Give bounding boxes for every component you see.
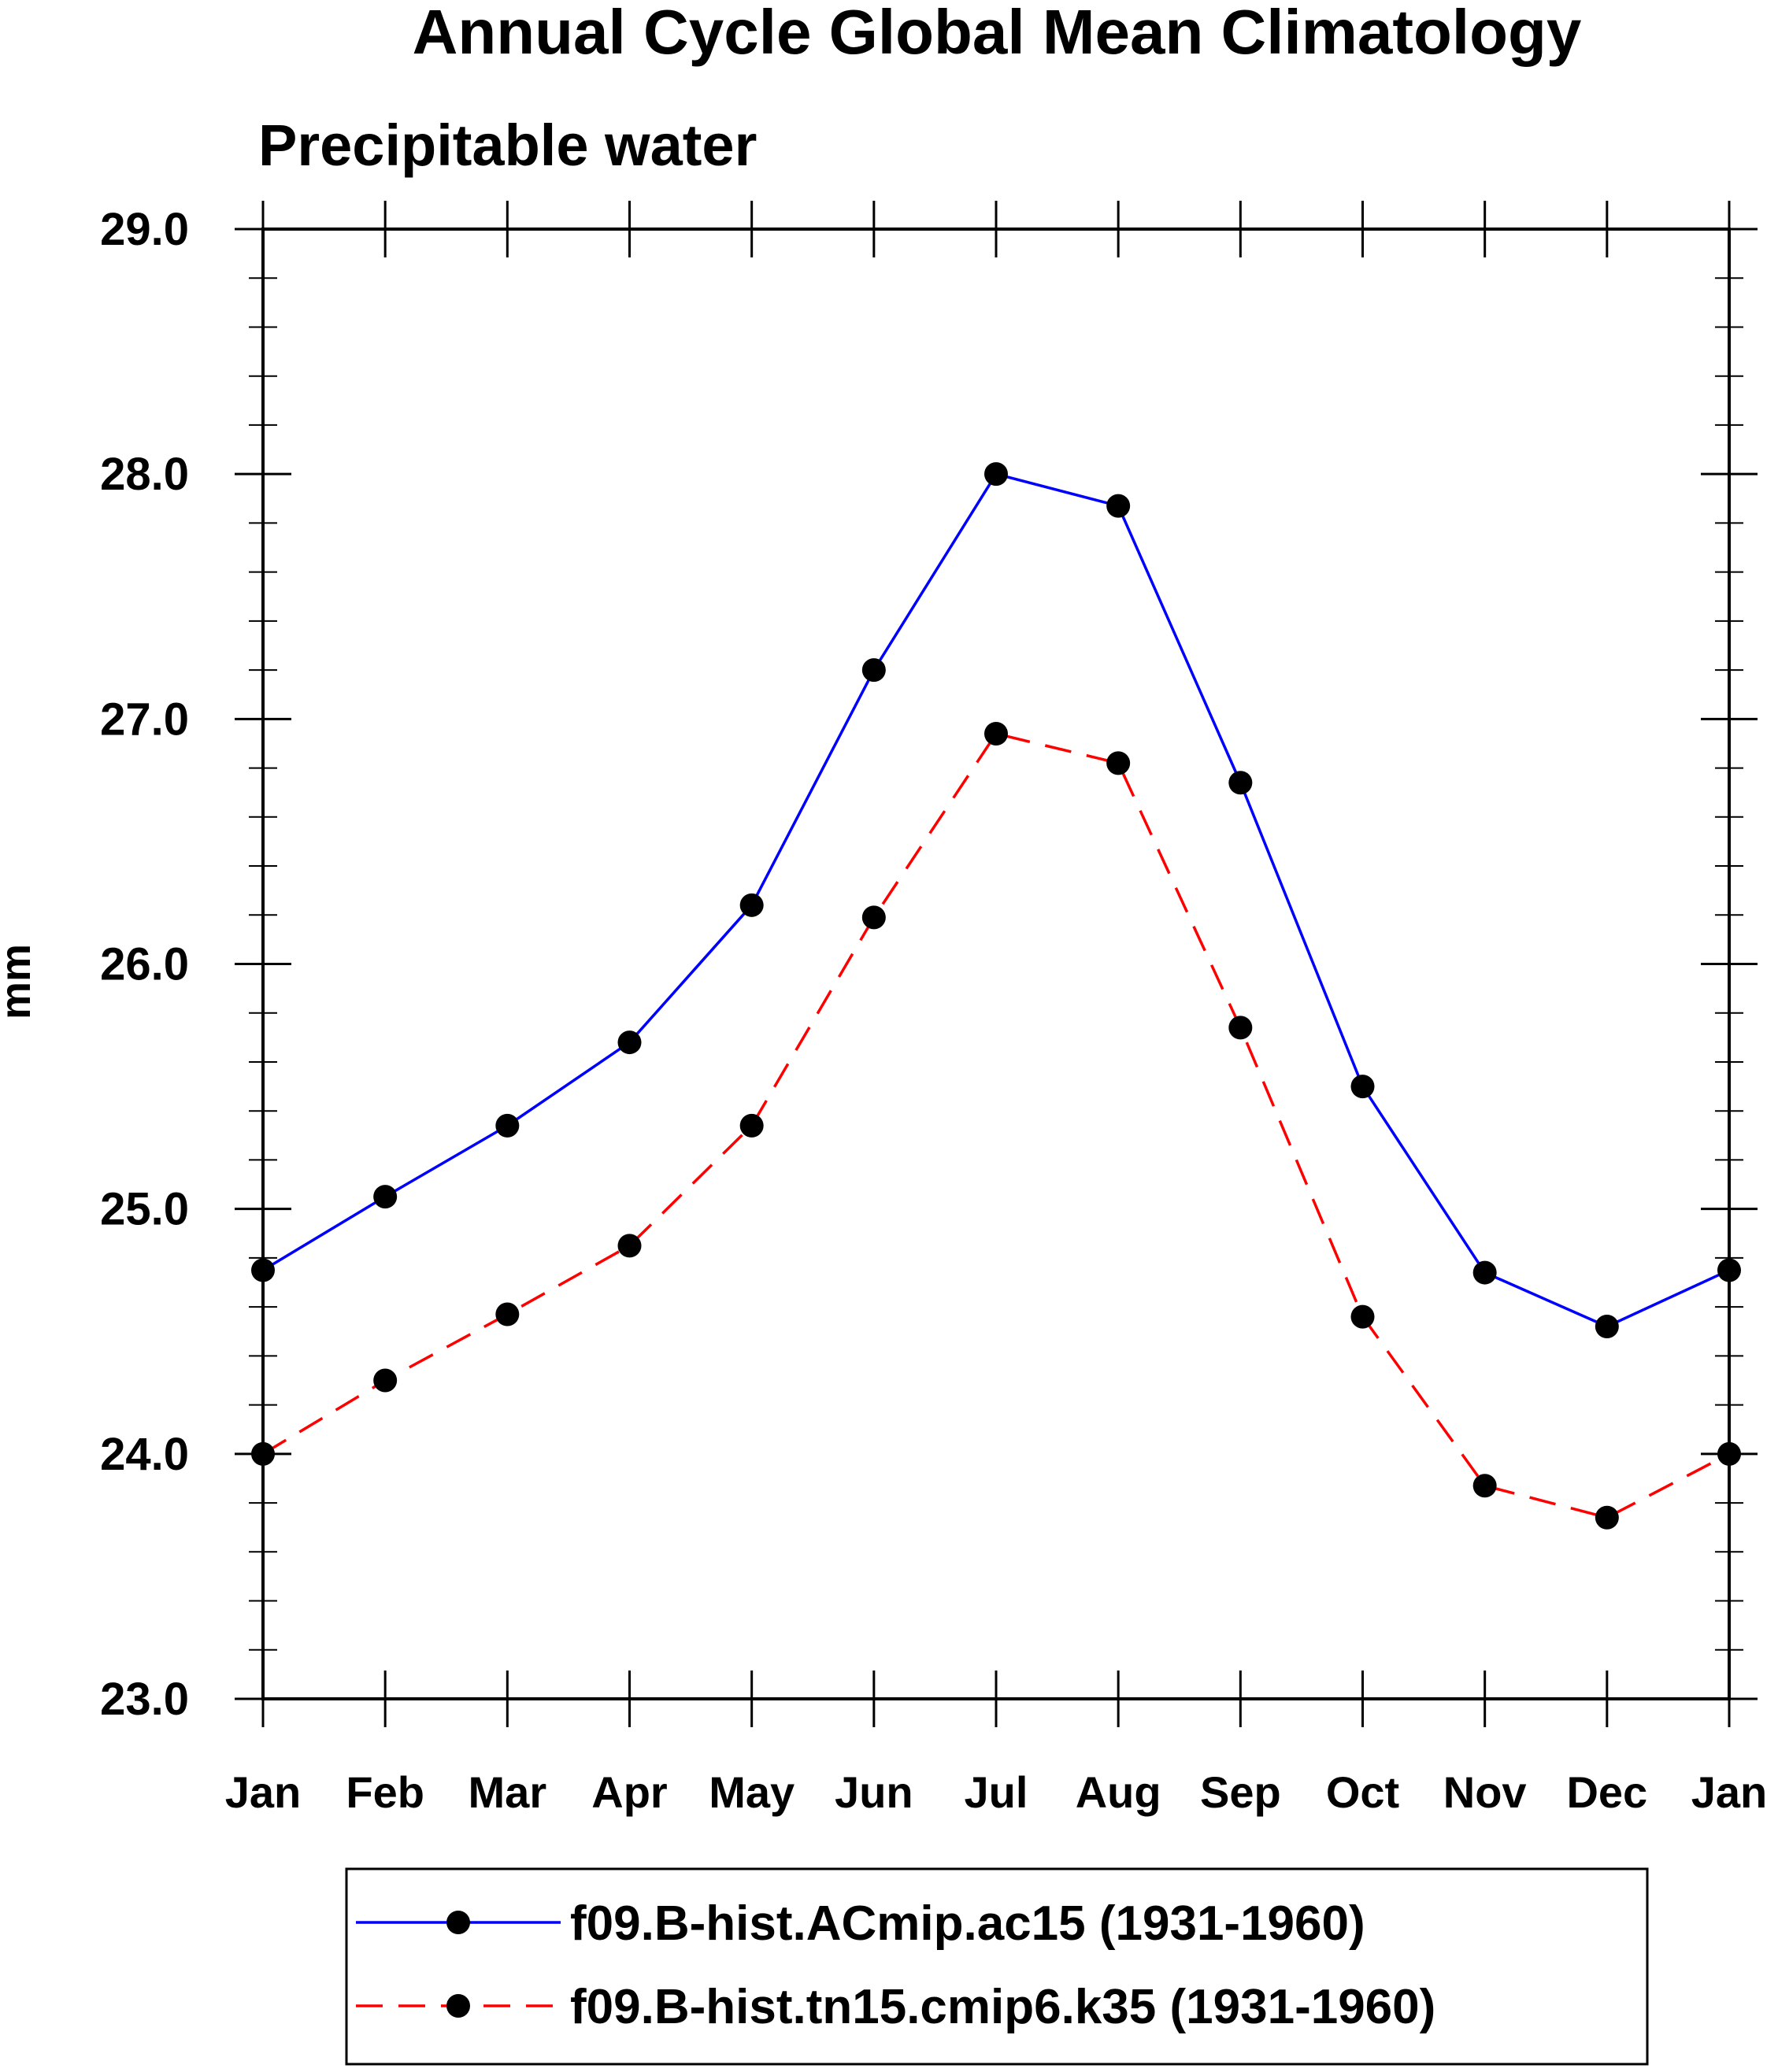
chart-subtitle: Precipitable water bbox=[258, 113, 757, 178]
x-tick-label: Feb bbox=[346, 1767, 424, 1817]
data-point bbox=[617, 1234, 642, 1258]
legend-box bbox=[345, 1867, 1649, 2066]
x-tick-label: May bbox=[709, 1767, 795, 1817]
data-point bbox=[1595, 1505, 1619, 1530]
y-tick-label: 25.0 bbox=[100, 1184, 189, 1235]
x-tick-label: Nov bbox=[1443, 1767, 1527, 1817]
data-point bbox=[495, 1302, 520, 1326]
chart-title: Annual Cycle Global Mean Climatology bbox=[413, 0, 1582, 67]
data-point bbox=[1106, 751, 1131, 775]
x-tick-label: Dec bbox=[1566, 1767, 1647, 1817]
data-point bbox=[1106, 494, 1131, 518]
data-point bbox=[739, 1113, 764, 1138]
data-point bbox=[1472, 1260, 1497, 1285]
data-point bbox=[1350, 1304, 1375, 1329]
legend-label: f09.B-hist.tn15.cmip6.k35 (1931-1960) bbox=[570, 1980, 1435, 2034]
y-axis-label: mm bbox=[0, 944, 39, 1019]
series-line bbox=[262, 472, 1730, 1328]
x-tick-label: Jan bbox=[1691, 1767, 1768, 1817]
x-tick-label: Mar bbox=[469, 1767, 547, 1817]
legend-marker bbox=[446, 1911, 470, 1934]
series-layer bbox=[251, 462, 1741, 1530]
y-tick-label: 27.0 bbox=[100, 694, 189, 745]
data-point bbox=[861, 905, 886, 930]
x-tick-label: Sep bbox=[1200, 1767, 1281, 1817]
y-tick-labels: 23.0 24.0 25.0 26.0 27.0 28.0 29.0 bbox=[100, 204, 189, 1725]
x-tick-label: Oct bbox=[1326, 1767, 1399, 1817]
y-tick-label: 28.0 bbox=[100, 449, 189, 500]
x-tick-label: Jun bbox=[835, 1767, 913, 1817]
legend: f09.B-hist.ACmip.ac15 (1931-1960) f09.B-h… bbox=[345, 1867, 1649, 2066]
x-tick-labels: Jan Feb Mar Apr May Jun Jul Aug Sep Oct Nov Dec Jan bbox=[225, 1767, 1768, 1817]
data-point bbox=[373, 1185, 398, 1209]
data-point bbox=[861, 658, 886, 683]
data-point bbox=[739, 893, 764, 917]
data-point bbox=[984, 722, 1008, 746]
y-tick-label: 26.0 bbox=[100, 939, 189, 990]
data-point bbox=[495, 1113, 520, 1138]
x-tick-label: Jul bbox=[965, 1767, 1028, 1817]
data-point bbox=[617, 1030, 642, 1055]
series-2 bbox=[251, 722, 1741, 1530]
y-tick-label: 23.0 bbox=[100, 1674, 189, 1725]
series-1 bbox=[251, 462, 1741, 1339]
data-point bbox=[984, 462, 1008, 487]
data-point bbox=[1350, 1075, 1375, 1099]
x-tick-label: Apr bbox=[591, 1767, 667, 1817]
x-tick-label: Jan bbox=[225, 1767, 302, 1817]
x-tick-label: Aug bbox=[1076, 1767, 1161, 1817]
legend-marker bbox=[446, 1994, 470, 2018]
plot-frame bbox=[261, 228, 1731, 1700]
y-tick-label: 29.0 bbox=[100, 204, 189, 255]
data-point bbox=[1228, 1016, 1253, 1040]
data-point bbox=[1228, 771, 1253, 795]
y-tick-label: 24.0 bbox=[100, 1429, 189, 1480]
axis-ticks bbox=[235, 201, 1758, 1727]
data-point bbox=[373, 1368, 398, 1393]
series-line bbox=[262, 732, 1730, 1519]
data-point bbox=[1595, 1315, 1619, 1339]
data-point bbox=[1472, 1474, 1497, 1498]
legend-label: f09.B-hist.ACmip.ac15 (1931-1960) bbox=[570, 1896, 1365, 1951]
